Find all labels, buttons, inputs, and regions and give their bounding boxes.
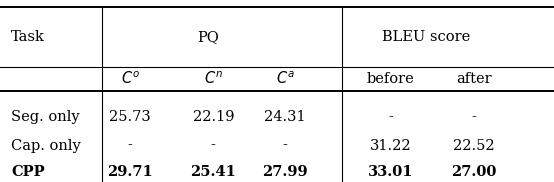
Text: 22.52: 22.52	[453, 139, 495, 153]
Text: 25.41: 25.41	[191, 165, 236, 179]
Text: 27.99: 27.99	[263, 165, 308, 179]
Text: Task: Task	[11, 30, 45, 44]
Text: -: -	[211, 139, 216, 153]
Text: CPP: CPP	[11, 165, 45, 179]
Text: $C^o$: $C^o$	[121, 71, 140, 88]
Text: 22.19: 22.19	[193, 110, 234, 124]
Text: -: -	[471, 110, 476, 124]
Text: 29.71: 29.71	[107, 165, 153, 179]
Text: PQ: PQ	[197, 30, 219, 44]
Text: -: -	[283, 139, 288, 153]
Text: after: after	[456, 72, 491, 86]
Text: 27.00: 27.00	[451, 165, 496, 179]
Text: -: -	[128, 139, 132, 153]
Text: -: -	[388, 110, 393, 124]
Text: BLEU score: BLEU score	[382, 30, 471, 44]
Text: 25.73: 25.73	[109, 110, 151, 124]
Text: $C^n$: $C^n$	[204, 71, 223, 88]
Text: Seg. only: Seg. only	[11, 110, 80, 124]
Text: 33.01: 33.01	[368, 165, 413, 179]
Text: before: before	[367, 72, 414, 86]
Text: 31.22: 31.22	[370, 139, 412, 153]
Text: $C^a$: $C^a$	[276, 71, 295, 88]
Text: 24.31: 24.31	[264, 110, 306, 124]
Text: Cap. only: Cap. only	[11, 139, 81, 153]
